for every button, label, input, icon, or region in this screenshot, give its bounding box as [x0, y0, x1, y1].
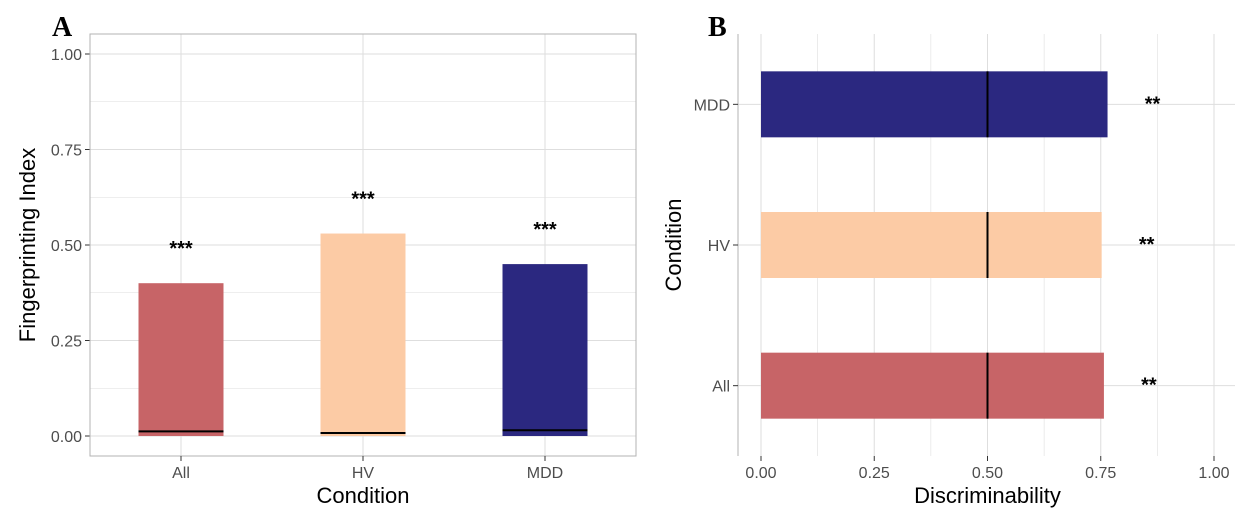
significance-label: **: [1145, 93, 1161, 115]
y-tick-label: 0.00: [51, 429, 82, 446]
x-tick-label: All: [172, 465, 190, 482]
x-tick-label: 0.50: [972, 465, 1003, 482]
y-axis-title: Fingerprinting Index: [15, 148, 40, 342]
panel-label-b: B: [708, 12, 727, 43]
bar-all: [761, 352, 1104, 419]
significance-label: ***: [351, 189, 375, 211]
bar-mdd: [502, 264, 588, 436]
x-tick-label: 0.25: [859, 465, 890, 482]
significance-label: ***: [169, 238, 193, 260]
y-tick-label: HV: [708, 238, 731, 255]
y-axis-title: Condition: [661, 199, 686, 292]
x-axis-title: Condition: [317, 483, 410, 508]
y-tick-label: 0.75: [51, 143, 82, 160]
bar-mdd: [761, 71, 1108, 138]
significance-label: ***: [533, 219, 557, 241]
significance-label: **: [1139, 234, 1155, 256]
x-tick-label: 0.00: [745, 465, 776, 482]
y-tick-label: 0.25: [51, 334, 82, 351]
x-tick-label: 0.75: [1085, 465, 1116, 482]
panel-label-a: A: [52, 12, 73, 43]
significance-label: **: [1141, 375, 1157, 397]
y-tick-label: 1.00: [51, 47, 82, 64]
x-tick-label: MDD: [527, 465, 563, 482]
y-tick-label: 0.50: [51, 238, 82, 255]
x-tick-label: HV: [352, 465, 375, 482]
y-tick-label: MDD: [694, 97, 730, 114]
y-tick-label: All: [712, 379, 730, 396]
bar-hv: [320, 233, 406, 436]
x-axis-title: Discriminability: [914, 483, 1061, 508]
bar-hv: [761, 212, 1102, 278]
bar-all: [138, 283, 224, 436]
x-tick-label: 1.00: [1198, 465, 1229, 482]
